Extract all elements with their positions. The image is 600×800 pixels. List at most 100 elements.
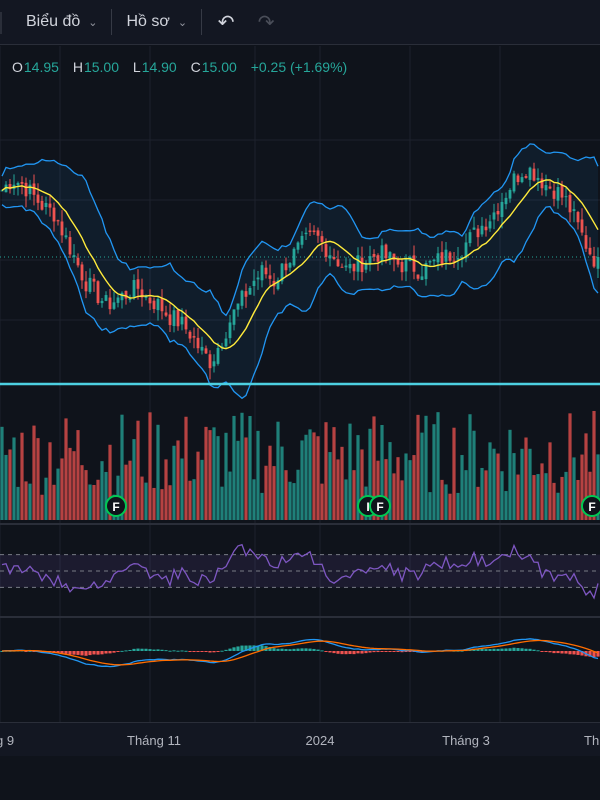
macd-histogram-bar <box>332 651 336 654</box>
macd-histogram-bar <box>240 645 244 651</box>
candle-body <box>500 201 504 217</box>
volume-bar <box>532 475 536 520</box>
high-label: H <box>72 59 83 75</box>
candle-body <box>556 187 560 201</box>
chevron-down-icon: ⌄ <box>177 16 188 29</box>
candle-body <box>388 252 392 259</box>
volume-bar <box>136 420 140 520</box>
macd-histogram-bar <box>0 651 4 652</box>
volume-bar <box>516 474 520 520</box>
candle-body <box>592 256 596 267</box>
volume-bar <box>400 480 404 520</box>
event-marker <box>581 495 600 517</box>
volume-bar <box>272 466 276 520</box>
volume-bar <box>72 451 76 520</box>
candle-body <box>112 302 116 309</box>
volume-bar <box>408 460 412 520</box>
macd-histogram-bar <box>72 651 76 655</box>
volume-bar <box>328 452 332 520</box>
macd-histogram-bar <box>328 651 332 653</box>
volume-bar <box>388 442 392 520</box>
volume-bar <box>444 484 448 520</box>
event-marker-label: F <box>376 500 383 514</box>
volume-bar <box>172 445 176 520</box>
candle-body <box>532 168 536 181</box>
macd-histogram-bar <box>496 648 500 651</box>
candle-body <box>364 262 368 270</box>
profile-menu-label: Hồ sơ <box>126 13 170 30</box>
volume-bar <box>204 426 208 520</box>
volume-bar <box>216 436 220 520</box>
event-marker-label: F <box>588 500 595 514</box>
candle-body <box>368 256 372 264</box>
macd-histogram-bar <box>548 651 552 653</box>
time-axis-label: Tháng 11 <box>127 733 181 748</box>
macd-histogram-bar <box>588 651 592 657</box>
candle-body <box>472 227 476 230</box>
volume-bar <box>268 445 272 520</box>
volume-bar <box>144 482 148 520</box>
macd-histogram <box>0 645 600 658</box>
macd-histogram-bar <box>460 650 464 652</box>
profile-menu-button[interactable]: Hồ sơ ⌄ <box>116 0 197 44</box>
candle-body <box>512 173 516 192</box>
volume-bar <box>244 437 248 520</box>
macd-histogram-bar <box>392 651 396 652</box>
candle-body <box>236 303 240 310</box>
volume-bar <box>548 442 552 520</box>
macd-histogram-bar <box>220 650 224 652</box>
volume-bar <box>76 430 80 520</box>
volume-bar <box>192 479 196 520</box>
candle-body <box>172 310 176 327</box>
candle-body <box>0 190 4 192</box>
volume-bar <box>104 471 108 520</box>
macd-histogram-bar <box>140 648 144 651</box>
volume-bar <box>28 483 32 520</box>
time-axis-label: Tháng 3 <box>442 733 490 748</box>
candle-body <box>296 242 300 250</box>
volume-bar <box>492 448 496 520</box>
time-axis-label: 2024 <box>306 733 335 748</box>
candle-body <box>524 176 528 178</box>
volume-bar <box>372 416 376 520</box>
candle-body <box>316 230 320 236</box>
macd-histogram-bar <box>168 650 172 652</box>
macd-histogram-bar <box>104 651 108 654</box>
candle-body <box>148 297 152 304</box>
macd-histogram-bar <box>492 648 496 651</box>
candle-body <box>436 253 440 263</box>
volume-bar <box>36 438 40 520</box>
candle-body <box>116 297 120 303</box>
macd-histogram-bar <box>244 645 248 651</box>
volume-bar <box>232 415 236 520</box>
macd-histogram-bar <box>184 650 188 652</box>
macd-histogram-bar <box>560 651 564 654</box>
macd-histogram-bar <box>152 649 156 651</box>
candle-body <box>468 232 472 244</box>
volume-bar <box>68 447 72 520</box>
undo-button[interactable]: ↶ <box>206 0 246 44</box>
top-toolbar: Biểu đồ ⌄ Hồ sơ ⌄ ↶ ↷ <box>0 0 600 45</box>
candle-body <box>596 257 600 269</box>
volume-bar <box>24 481 28 520</box>
candle-body <box>580 219 584 233</box>
candle-body <box>140 289 144 298</box>
chart-menu-button[interactable]: Biểu đồ ⌄ <box>16 0 107 44</box>
candle-body <box>584 235 588 249</box>
redo-button[interactable]: ↷ <box>246 0 286 44</box>
candle-body <box>196 337 200 349</box>
volume-bar <box>248 416 252 520</box>
candle-body <box>224 338 228 347</box>
volume-bars <box>0 410 600 520</box>
macd-histogram-bar <box>388 651 392 652</box>
macd-histogram-bar <box>60 651 64 654</box>
volume-bar <box>52 484 56 520</box>
volume-bar <box>472 430 476 520</box>
volume-bar <box>512 453 516 520</box>
candle-body <box>76 257 80 266</box>
macd-histogram-bar <box>268 646 272 651</box>
candle-body <box>168 314 172 326</box>
volume-bar <box>500 471 504 520</box>
candle-body <box>416 274 420 279</box>
